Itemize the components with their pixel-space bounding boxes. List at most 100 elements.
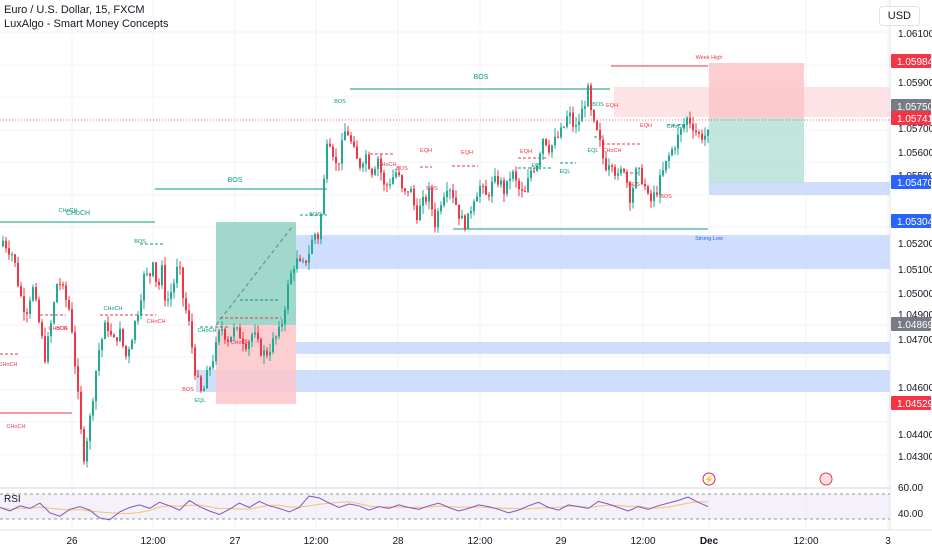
short-position-stop-zone xyxy=(709,63,804,118)
candle-body xyxy=(614,166,616,176)
candle-body xyxy=(476,196,478,202)
candle-body xyxy=(14,254,16,263)
smc-label-bos: BOS xyxy=(396,166,408,172)
x-tick-label: Dec xyxy=(700,536,719,547)
smc-label-choch: CHoCH xyxy=(198,328,217,334)
currency-button[interactable]: USD xyxy=(878,6,920,26)
candle-body xyxy=(536,165,538,171)
candle-body xyxy=(182,267,184,299)
candle-body xyxy=(638,167,640,169)
candle-body xyxy=(317,234,319,240)
candle-body xyxy=(668,155,670,161)
candle-body xyxy=(422,197,424,206)
smc-label-choch: CHoCH xyxy=(0,362,17,368)
candle-body xyxy=(35,286,37,300)
candle-body xyxy=(191,321,193,348)
candle-body xyxy=(215,342,217,362)
candle-body xyxy=(689,117,691,124)
candle-body xyxy=(605,158,607,171)
candle-body xyxy=(539,153,541,166)
candle-body xyxy=(446,190,448,198)
candle-body xyxy=(560,127,562,138)
smc-label-choch: CHoCH xyxy=(231,340,250,346)
candle-body xyxy=(401,175,403,189)
candle-body xyxy=(650,193,652,202)
smc-label-bos: BOS xyxy=(628,182,640,188)
x-tick-label: 12:00 xyxy=(467,536,492,547)
smc-label-bos: BOS xyxy=(660,194,672,200)
x-tick-label: 12:00 xyxy=(793,536,818,547)
candle-body xyxy=(413,188,415,206)
candle-body xyxy=(80,391,82,430)
candle-body xyxy=(533,170,535,172)
candle-body xyxy=(287,283,289,310)
candle-body xyxy=(254,332,256,335)
candle-body xyxy=(626,171,628,183)
smc-label-choch: CHoCH xyxy=(667,124,686,130)
candle-body xyxy=(377,158,379,169)
smc-label-choch: CHoCH xyxy=(59,208,78,214)
candle-body xyxy=(272,338,274,352)
candle-body xyxy=(275,336,277,339)
candle-body xyxy=(554,136,556,146)
candle-body xyxy=(548,145,550,153)
smc-label-bos: BOS xyxy=(182,387,194,393)
candle-body xyxy=(338,163,340,165)
candle-body xyxy=(593,109,595,122)
candle-body xyxy=(671,149,673,156)
candle-body xyxy=(512,171,514,179)
candle-body xyxy=(530,170,532,179)
candle-body xyxy=(470,211,472,214)
symbol-title: Euro / U.S. Dollar, 15, FXCM xyxy=(4,4,145,16)
price-label-bg xyxy=(891,214,931,228)
x-tick-label: 27 xyxy=(229,536,241,547)
candle-body xyxy=(107,322,109,331)
candle-body xyxy=(113,334,115,338)
smc-label-eqh: EQH xyxy=(640,123,652,129)
smc-label-choch: CHoCH xyxy=(603,148,622,154)
candle-body xyxy=(203,388,205,392)
smc-label-strong-low: Strong Low xyxy=(695,236,723,242)
candle-body xyxy=(200,376,202,392)
y-tick-label: 1.04300 xyxy=(898,452,932,463)
candle-body xyxy=(389,183,391,186)
candle-body xyxy=(125,345,127,357)
candle-body xyxy=(101,339,103,351)
candle-body xyxy=(677,134,679,149)
candle-body xyxy=(350,135,352,142)
long-position-stop-zone xyxy=(216,325,296,404)
price-label-bg xyxy=(891,317,931,331)
indicator-name[interactable]: LuxAlgo - Smart Money Concepts xyxy=(4,18,169,30)
candle-body xyxy=(368,154,370,169)
smc-label-choch: CHoCH xyxy=(49,326,68,332)
candle-body xyxy=(188,310,190,322)
candle-body xyxy=(485,185,487,196)
candle-body xyxy=(521,189,523,191)
smc-label-eql: EQL xyxy=(531,163,542,169)
smc-label-eqh: EQH xyxy=(606,103,618,109)
candle-body xyxy=(167,299,169,301)
candle-body xyxy=(293,268,295,274)
smc-label-eqh: EQH xyxy=(520,149,532,155)
candle-body xyxy=(278,326,280,337)
smc-label-choch: CHoCH xyxy=(7,424,26,430)
candle-body xyxy=(683,124,685,129)
price-label-bg xyxy=(891,111,931,125)
candle-body xyxy=(590,85,592,110)
x-tick-label: 12:00 xyxy=(140,536,165,547)
candle-body xyxy=(464,215,466,230)
candle-body xyxy=(185,298,187,311)
y-tick-label: 1.04700 xyxy=(898,335,932,346)
candle-body xyxy=(77,366,79,392)
candle-body xyxy=(428,188,430,202)
candle-body xyxy=(563,126,565,128)
rsi-pane-label: RSI xyxy=(4,494,21,505)
candle-body xyxy=(26,312,28,314)
candle-body xyxy=(566,116,568,127)
price-label: 1.04529 xyxy=(897,399,932,410)
candle-body xyxy=(467,213,469,230)
candle-body xyxy=(329,143,331,147)
candle-body xyxy=(647,186,649,194)
candle-body xyxy=(98,350,100,371)
